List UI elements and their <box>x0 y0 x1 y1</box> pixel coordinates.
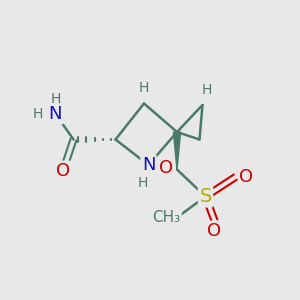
Text: H: H <box>50 92 61 106</box>
Text: H: H <box>139 82 149 95</box>
Text: N: N <box>49 105 62 123</box>
Text: H: H <box>137 176 148 190</box>
Text: O: O <box>239 168 253 186</box>
Text: S: S <box>199 187 212 206</box>
Text: O: O <box>56 162 70 180</box>
Text: H: H <box>32 107 43 121</box>
Text: O: O <box>159 159 174 177</box>
Text: H: H <box>202 83 212 97</box>
Text: N: N <box>142 156 155 174</box>
Text: O: O <box>207 222 222 240</box>
Text: CH₃: CH₃ <box>152 210 181 225</box>
Polygon shape <box>173 132 181 170</box>
